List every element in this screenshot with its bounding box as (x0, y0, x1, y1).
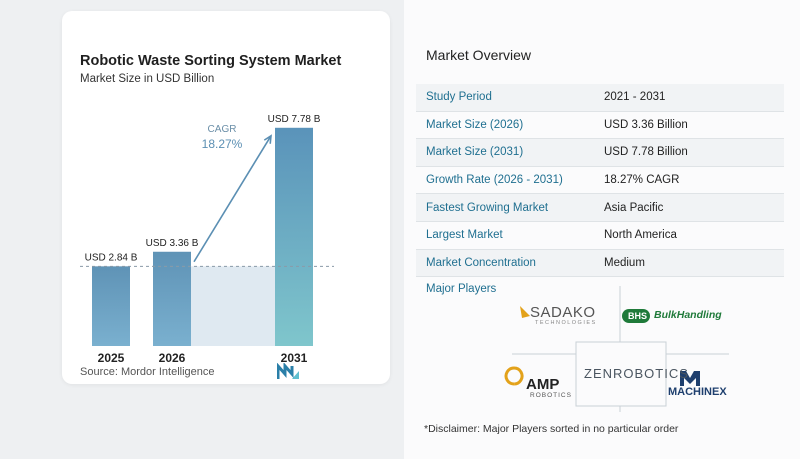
overview-title: Market Overview (426, 47, 532, 63)
overview-row-label: Market Concentration (426, 256, 536, 269)
cagr-label: CAGR (208, 124, 237, 135)
sadako-logo: SADAKO (530, 304, 596, 321)
overview-row: Market Concentration Medium (416, 249, 784, 278)
overview-row-label: Fastest Growing Market (426, 201, 549, 214)
overview-row: Largest Market North America (416, 222, 784, 250)
cagr-arrow (193, 135, 272, 263)
overview-panel: Market Overview Study Period 2021 - 2031 M… (404, 0, 800, 459)
overview-row-label: Largest Market (426, 229, 503, 242)
overview-row-value: Asia Pacific (604, 201, 664, 214)
overview-row: Market Size (2026) USD 3.36 Billion (416, 112, 784, 140)
x-tick-label: 2031 (281, 351, 308, 365)
chart-subtitle: Market Size in USD Billion (80, 73, 215, 85)
major-players-title: Major Players (426, 283, 497, 295)
cagr-arrow-head (263, 134, 272, 144)
disclaimer-text: *Disclaimer: Major Players sorted in no … (424, 423, 679, 435)
overview-row: Growth Rate (2026 - 2031) 18.27% CAGR (416, 167, 784, 195)
bar-2031 (275, 127, 313, 346)
overview-row-value: 18.27% CAGR (604, 174, 680, 187)
overview-row-value: USD 7.78 Billion (604, 146, 688, 159)
data-label: USD 7.78 B (268, 114, 321, 125)
overview-row-label: Growth Rate (2026 - 2031) (426, 174, 563, 187)
overview-row: Market Size (2031) USD 7.78 Billion (416, 139, 784, 167)
overview-row: Study Period 2021 - 2031 (416, 84, 784, 112)
overview-row-value: 2021 - 2031 (604, 91, 666, 104)
overview-table: Study Period 2021 - 2031 Market Size (2026… (416, 84, 784, 278)
overview-row-label: Market Size (2026) (426, 118, 524, 131)
amp-tagline: ROBOTICS (530, 392, 572, 399)
sadako-icon (520, 306, 530, 318)
bhs-logo: BHS (628, 311, 648, 321)
amp-icon (504, 366, 524, 386)
zenrobotics-logo: ZENROBOTICS (584, 366, 689, 381)
machinex-icon (680, 371, 700, 386)
x-tick-label: 2025 (98, 351, 125, 365)
data-label: USD 2.84 B (85, 252, 138, 263)
chart-title: Robotic Waste Sorting System Market (80, 53, 342, 69)
amp-logo: AMP (526, 376, 560, 393)
overview-row: Fastest Growing Market Asia Pacific (416, 194, 784, 222)
chart-card: CAGR 18.27% USD 2.84 B USD 3.36 B USD 7.78 … (62, 11, 390, 384)
data-label: USD 3.36 B (146, 238, 199, 249)
major-players-grid (504, 286, 729, 412)
overview-row-value: Medium (604, 256, 645, 269)
x-tick-label: 2026 (159, 351, 186, 365)
bar-2026 (153, 251, 191, 346)
sadako-tagline: TECHNOLOGIES (535, 320, 597, 326)
machinex-logo: MACHINEX (668, 386, 727, 398)
bhs-badge-icon (622, 309, 650, 323)
overview-row-value: USD 3.36 Billion (604, 118, 688, 131)
cagr-value: 18.27% (202, 137, 243, 151)
bar-chart: CAGR 18.27% USD 2.84 B USD 3.36 B USD 7.78 … (80, 114, 334, 365)
overview-row-label: Market Size (2031) (426, 146, 524, 159)
overview-row-label: Study Period (426, 91, 492, 104)
growth-band (191, 266, 275, 346)
bulkhandling-logo: BulkHandling (654, 309, 722, 321)
bar-2025 (92, 266, 130, 346)
source-text: Source: Mordor Intelligence (80, 366, 215, 378)
overview-row-value: North America (604, 229, 677, 242)
mordor-logo-icon (277, 363, 299, 379)
